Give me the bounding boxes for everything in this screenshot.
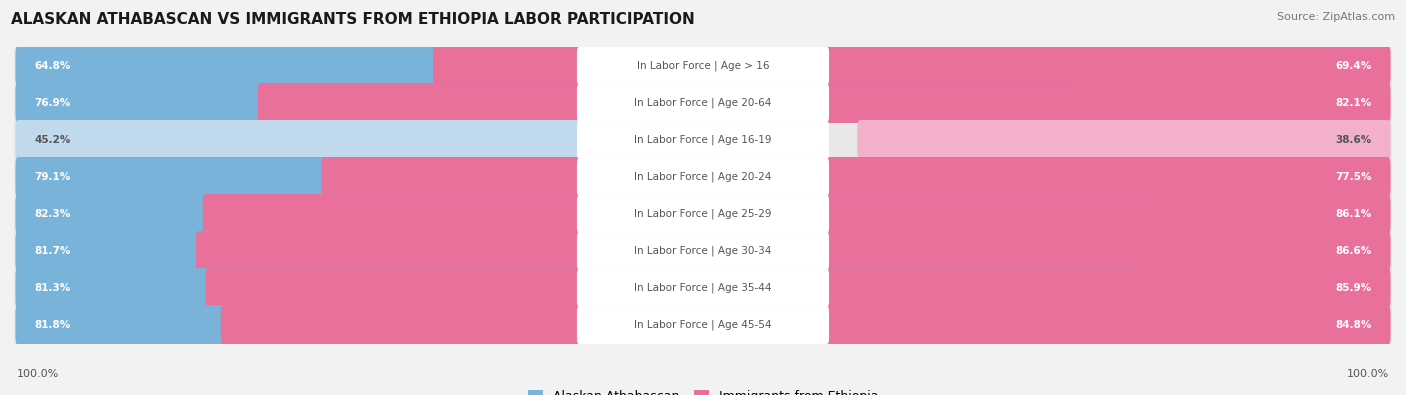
Text: 38.6%: 38.6% xyxy=(1336,135,1371,145)
FancyBboxPatch shape xyxy=(14,261,1392,316)
Text: In Labor Force | Age 45-54: In Labor Force | Age 45-54 xyxy=(634,320,772,330)
FancyBboxPatch shape xyxy=(576,84,830,122)
Text: 81.8%: 81.8% xyxy=(35,320,70,330)
Text: 86.1%: 86.1% xyxy=(1336,209,1371,219)
FancyBboxPatch shape xyxy=(14,298,1392,353)
Text: Source: ZipAtlas.com: Source: ZipAtlas.com xyxy=(1277,12,1395,22)
Text: 82.1%: 82.1% xyxy=(1336,98,1371,108)
Text: 86.6%: 86.6% xyxy=(1336,246,1371,256)
FancyBboxPatch shape xyxy=(576,232,830,270)
FancyBboxPatch shape xyxy=(576,158,830,196)
FancyBboxPatch shape xyxy=(14,113,1392,167)
FancyBboxPatch shape xyxy=(15,46,910,86)
FancyBboxPatch shape xyxy=(322,157,1391,197)
FancyBboxPatch shape xyxy=(202,194,1391,234)
Text: In Labor Force | Age 20-24: In Labor Force | Age 20-24 xyxy=(634,172,772,182)
FancyBboxPatch shape xyxy=(15,194,1152,234)
FancyBboxPatch shape xyxy=(205,268,1391,308)
Text: In Labor Force | Age 20-64: In Labor Force | Age 20-64 xyxy=(634,98,772,108)
Legend: Alaskan Athabascan, Immigrants from Ethiopia: Alaskan Athabascan, Immigrants from Ethi… xyxy=(527,389,879,395)
FancyBboxPatch shape xyxy=(433,46,1391,86)
FancyBboxPatch shape xyxy=(14,39,1392,93)
FancyBboxPatch shape xyxy=(14,75,1392,130)
FancyBboxPatch shape xyxy=(576,47,830,85)
Text: In Labor Force | Age > 16: In Labor Force | Age > 16 xyxy=(637,61,769,71)
FancyBboxPatch shape xyxy=(14,186,1392,241)
Text: 79.1%: 79.1% xyxy=(35,172,70,182)
FancyBboxPatch shape xyxy=(195,231,1391,271)
Text: 100.0%: 100.0% xyxy=(17,369,59,379)
Text: 69.4%: 69.4% xyxy=(1336,61,1371,71)
Text: In Labor Force | Age 35-44: In Labor Force | Age 35-44 xyxy=(634,283,772,293)
FancyBboxPatch shape xyxy=(15,83,1077,123)
FancyBboxPatch shape xyxy=(576,269,830,307)
FancyBboxPatch shape xyxy=(15,305,1144,345)
Text: 77.5%: 77.5% xyxy=(1334,172,1371,182)
Text: 76.9%: 76.9% xyxy=(35,98,70,108)
Text: In Labor Force | Age 16-19: In Labor Force | Age 16-19 xyxy=(634,135,772,145)
Text: In Labor Force | Age 30-34: In Labor Force | Age 30-34 xyxy=(634,246,772,256)
FancyBboxPatch shape xyxy=(858,120,1391,160)
Text: 45.2%: 45.2% xyxy=(35,135,72,145)
FancyBboxPatch shape xyxy=(257,83,1391,123)
Text: 84.8%: 84.8% xyxy=(1334,320,1371,330)
Text: 81.7%: 81.7% xyxy=(35,246,72,256)
FancyBboxPatch shape xyxy=(14,150,1392,205)
Text: 82.3%: 82.3% xyxy=(35,209,70,219)
FancyBboxPatch shape xyxy=(14,224,1392,278)
Text: 100.0%: 100.0% xyxy=(1347,369,1389,379)
Text: In Labor Force | Age 25-29: In Labor Force | Age 25-29 xyxy=(634,209,772,219)
FancyBboxPatch shape xyxy=(15,120,640,160)
FancyBboxPatch shape xyxy=(15,231,1143,271)
Text: 81.3%: 81.3% xyxy=(35,283,70,293)
FancyBboxPatch shape xyxy=(576,195,830,233)
FancyBboxPatch shape xyxy=(576,306,830,344)
Text: 85.9%: 85.9% xyxy=(1336,283,1371,293)
FancyBboxPatch shape xyxy=(15,157,1107,197)
Text: ALASKAN ATHABASCAN VS IMMIGRANTS FROM ETHIOPIA LABOR PARTICIPATION: ALASKAN ATHABASCAN VS IMMIGRANTS FROM ET… xyxy=(11,12,695,27)
Text: 64.8%: 64.8% xyxy=(35,61,72,71)
FancyBboxPatch shape xyxy=(15,268,1137,308)
FancyBboxPatch shape xyxy=(576,121,830,159)
FancyBboxPatch shape xyxy=(221,305,1391,345)
